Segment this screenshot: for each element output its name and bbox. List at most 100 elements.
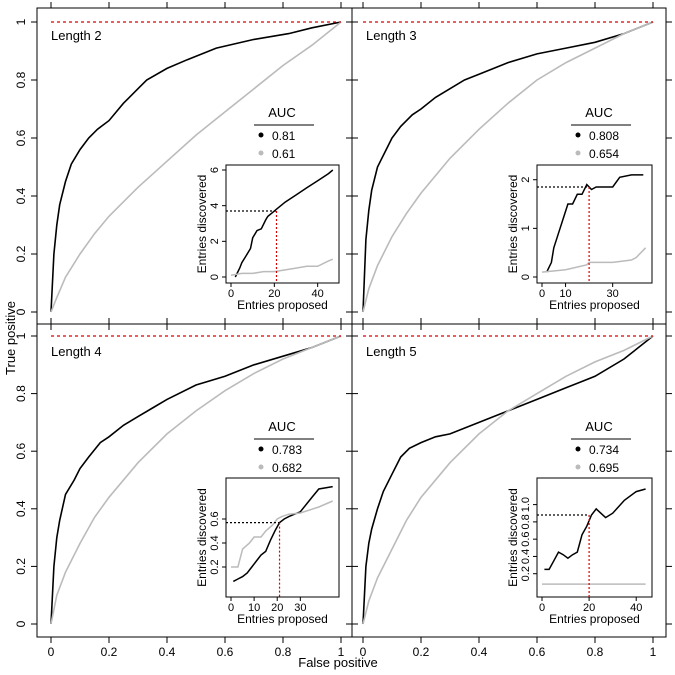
legend-dot-baseline [258,150,264,156]
inset-2: 0 10 30 0 1 2 Entries proposed Entries discover… [506,164,653,312]
auc-legend-header: AUC [585,105,612,120]
y-tick-label: 0.8 [14,385,28,402]
x-tick-label: 1 [338,645,345,659]
inset-y-label: Entries discovered [195,488,209,587]
y-tick-label: 0.8 [14,71,28,88]
inset-series-baseline [231,500,333,568]
inset-y-tick-label: 0 [209,274,221,280]
x-tick-label: 0.2 [101,645,118,659]
legend-dot-baseline [575,150,581,156]
inset-y-label: Entries discovered [506,175,520,274]
inset-x-tick-label: 0 [539,288,545,300]
inset-y-tick-label: 0.4 [520,549,532,564]
x-tick-label: 0 [360,645,367,659]
panel-title: Length 3 [366,28,417,43]
inset-x-tick-label: 30 [294,602,306,614]
auc-model-value: 0.734 [589,443,619,457]
inset-y-tick-label: 0.4 [209,535,221,550]
inset-3: 0 10 20 30 0.2 0.4 0.6 Entries proposed Entries … [195,477,340,626]
x-tick-label: 0.8 [587,645,604,659]
inset-x-tick-label: 20 [268,288,280,300]
series-model [362,335,654,625]
inset-x-label: Entries proposed [549,612,640,626]
inset-y-tick-label: 0 [520,274,532,280]
inset-x-label: Entries proposed [237,612,328,626]
y-tick-label: 0.2 [14,245,28,262]
auc-baseline-value: 0.61 [272,147,296,161]
legend-dot-model [258,446,264,452]
panel-title: Length 2 [51,28,102,43]
legend-dot-baseline [575,464,581,470]
inset-y-tick-label: 6 [209,167,221,173]
series-baseline [50,335,342,625]
auc-legend-header: AUC [585,419,612,434]
y-tick-label: 1 [14,332,28,339]
auc-model-value: 0.81 [272,129,296,143]
inset-y-tick-label: 0.8 [520,514,532,529]
auc-baseline-value: 0.682 [272,461,302,475]
inset-series-model [234,169,334,278]
inset-1: 0 20 40 0 2 4 6 Entries proposed Entries discove… [195,164,340,312]
inset-frame [225,164,340,284]
series-model [362,21,654,313]
inset-x-tick-label: 30 [607,288,619,300]
inset-y-tick-label: 0.2 [520,566,532,581]
auc-model-value: 0.783 [272,443,302,457]
y-tick-label: 0 [14,308,28,315]
inset-y-tick-label: 1.0 [520,497,532,512]
inset-4: 0 20 40 0.2 0.4 0.6 0.8 1.0 Entries proposed Entr… [506,477,653,626]
auc-legend-header: AUC [268,105,295,120]
y-axis-label: True positive [3,301,18,375]
series-baseline [362,21,654,313]
legend-dot-baseline [258,464,264,470]
x-tick-label: 0 [48,645,55,659]
x-tick-label: 0.6 [529,645,546,659]
inset-y-tick-label: 0.6 [520,532,532,547]
series-baseline [50,21,342,313]
inset-series-model [546,174,644,273]
panel-title: Length 5 [366,344,417,359]
y-tick-label: 1 [14,18,28,25]
inset-y-tick-label: 0.2 [209,559,221,574]
inset-series-baseline [230,258,334,276]
series-model [50,21,342,313]
inset-x-label: Entries proposed [237,298,328,312]
series-baseline [362,335,654,625]
inset-frame [225,477,340,598]
inset-y-tick-label: 2 [520,177,532,183]
inset-y-label: Entries discovered [195,175,209,274]
inset-y-tick-label: 4 [209,203,221,209]
inset-x-tick-label: 10 [248,602,260,614]
inset-x-tick-label: 20 [583,602,595,614]
panel-2: Length 3 AUC 0.808 0.654 0 10 30 0 1 2 Entries pro… [351,2,672,325]
x-tick-label: 0.4 [159,645,176,659]
panel-3: 0 0 0.2 0.2 0.4 0.4 0.6 0.6 0.8 0.8 1 1 Length 4 AUC 0… [14,323,353,659]
inset-x-tick-label: 0 [228,602,234,614]
inset-x-tick-label: 40 [312,288,324,300]
inset-y-tick-label: 0.6 [209,511,221,526]
legend-dot-model [575,446,581,452]
inset-x-tick-label: 40 [630,602,642,614]
inset-y-tick-label: 2 [209,238,221,244]
x-tick-label: 0.8 [275,645,292,659]
auc-baseline-value: 0.695 [589,461,619,475]
inset-y-tick-label: 1 [520,225,532,231]
y-tick-label: 0.4 [14,500,28,517]
inset-x-tick-label: 0 [539,602,545,614]
inset-x-tick-label: 20 [271,602,283,614]
panel-frame [351,323,667,638]
inset-series-model [232,485,333,583]
inset-x-tick-label: 10 [559,288,571,300]
inset-series-baseline [541,247,647,273]
y-tick-label: 0.6 [14,129,28,146]
y-tick-label: 0.6 [14,443,28,460]
y-tick-label: 0.4 [14,187,28,204]
y-tick-label: 0.2 [14,558,28,575]
legend-dot-model [575,132,581,138]
inset-x-label: Entries proposed [549,298,640,312]
series-model [50,335,342,625]
x-tick-label: 1 [650,645,657,659]
